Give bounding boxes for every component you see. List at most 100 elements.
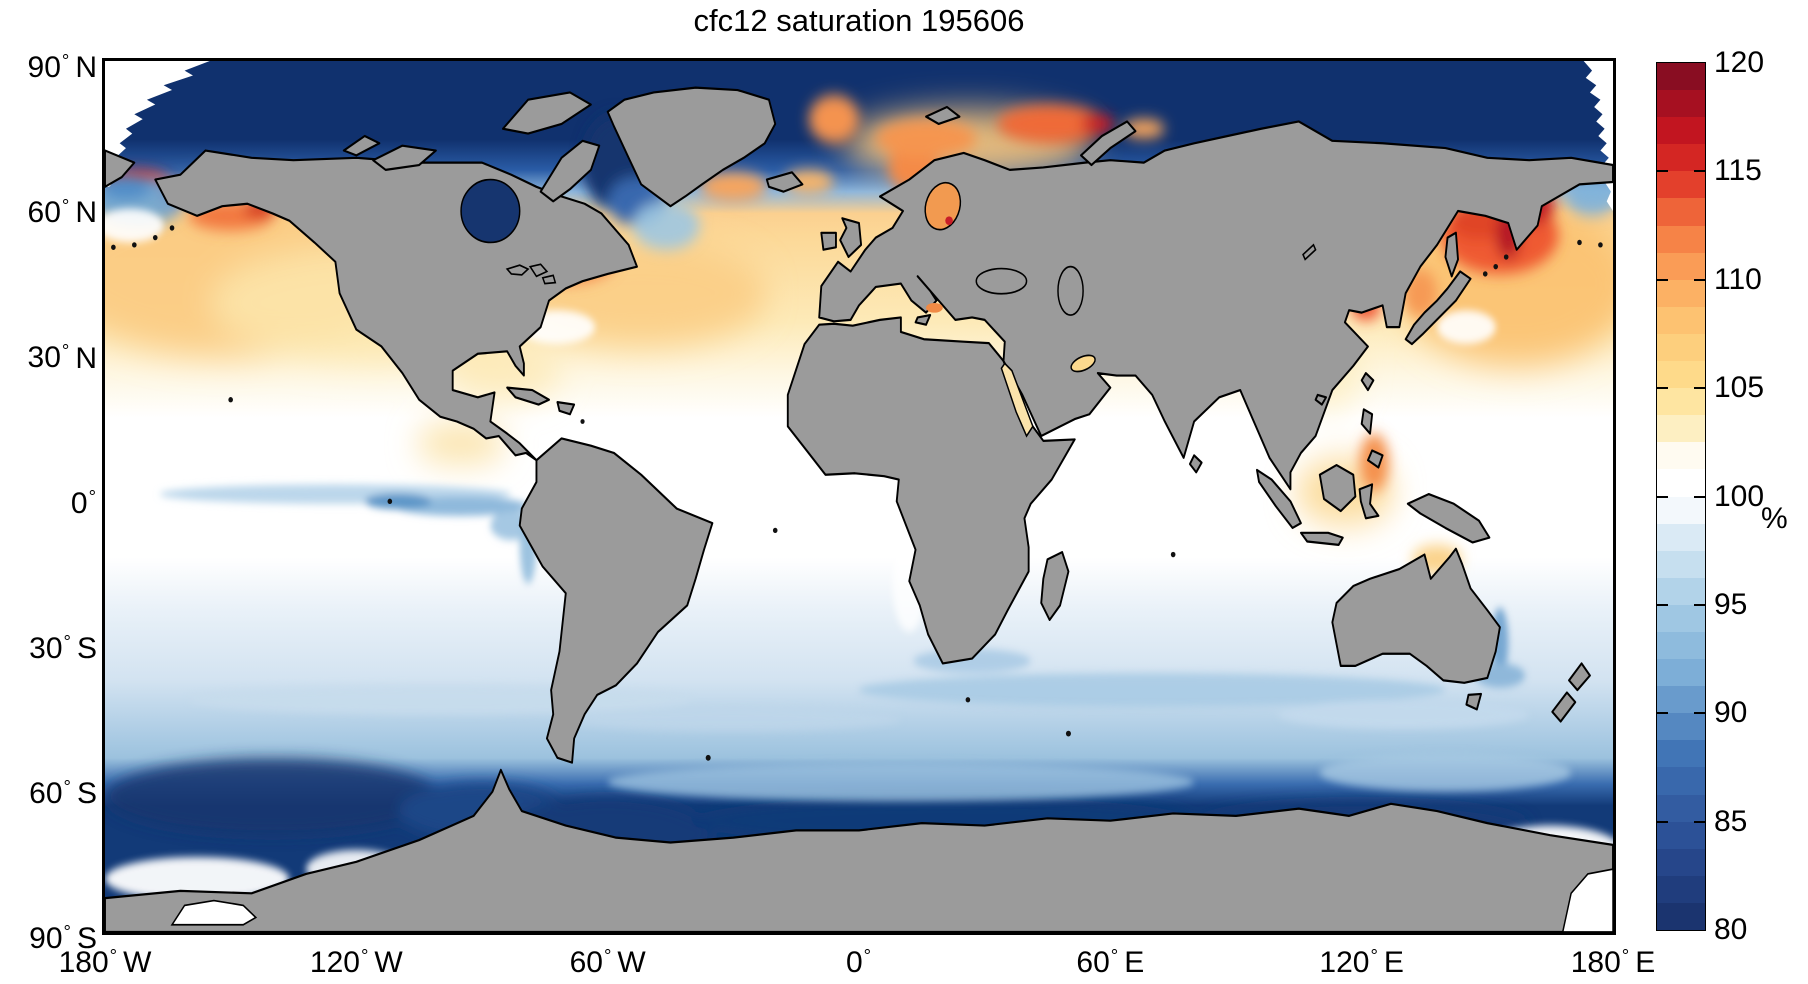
land-hispaniola (556, 401, 576, 416)
land-sakhalin (1444, 231, 1459, 278)
island-dots (111, 225, 1603, 761)
weddell-white-notch (170, 899, 258, 926)
land-tasmania (1465, 692, 1482, 711)
colorbar-tick-mark (1694, 603, 1705, 606)
y-tick-label: 90° S (29, 921, 97, 956)
land-new-guinea (1406, 492, 1491, 544)
colorbar-segment (1657, 306, 1705, 335)
colorbar-tick-label: 85 (1714, 804, 1748, 838)
colorbar-segment (1657, 713, 1705, 741)
land-philippines-mindanao (1367, 449, 1384, 469)
y-tick-label: 0° (70, 485, 96, 520)
colorbar-segment (1657, 144, 1705, 172)
colorbar-tick-label: 120 (1714, 46, 1765, 79)
colorbar-segment (1657, 117, 1705, 145)
colorbar-tick-mark (1694, 170, 1705, 173)
caspian-sea (1057, 265, 1084, 316)
colorbar-segment (1657, 659, 1705, 687)
y-tick-label: 90° N (27, 50, 97, 85)
mediterranean-orange-spot (926, 302, 943, 313)
x-tick-label: 0° (845, 945, 872, 980)
land-borneo (1318, 463, 1357, 513)
polar-nodata-wedges (105, 61, 1613, 212)
colorbar-tick-mark (1657, 170, 1668, 173)
colorbar-segment (1657, 794, 1705, 823)
land-new-zealand-south (1551, 691, 1577, 723)
land-ireland (820, 231, 837, 251)
colorbar-tick-label: 105 (1714, 371, 1765, 405)
plot-title: cfc12 saturation 195606 (693, 3, 1025, 38)
land-uk (839, 217, 863, 259)
colorbar-segment (1657, 198, 1705, 226)
land-novaya-zemlya (1080, 120, 1137, 167)
colorbar-tick-mark (1657, 820, 1668, 823)
colorbar-segment (1657, 902, 1705, 931)
colorbar-tick-mark (1694, 278, 1705, 281)
colorbar-segment (1657, 90, 1705, 118)
colorbar-tick-label: 80 (1714, 913, 1748, 946)
colorbar-tick-mark (1657, 278, 1668, 281)
colorbar-unit-label: % (1761, 502, 1788, 535)
lake-baikal (1302, 243, 1317, 261)
x-tick-label: 180° W (58, 945, 152, 980)
colorbar-tick-mark (1694, 820, 1705, 823)
land-ellesmere-island (502, 91, 592, 135)
land-baffin-island (539, 139, 601, 203)
land-sicily (914, 313, 932, 326)
colorbar-tick-mark (1657, 712, 1668, 715)
colorbar-segment (1657, 875, 1705, 904)
colorbar-segment (1657, 496, 1705, 525)
land-south-america (518, 437, 714, 764)
baltic-red-spot (945, 216, 953, 226)
y-tick-label: 60° S (29, 775, 97, 811)
land-chukotka-sliver (105, 149, 136, 188)
colorbar-tick-label: 100 (1714, 479, 1765, 513)
colorbar-tick-mark (1657, 603, 1668, 606)
colorbar-segment (1657, 523, 1705, 552)
colorbar-tick-label: 95 (1714, 587, 1748, 621)
colorbar-tick-mark (1657, 387, 1668, 390)
x-tick-label: 60° E (1076, 945, 1145, 980)
land-sumatra (1256, 468, 1302, 530)
land-japan (1404, 270, 1472, 346)
land-madagascar (1040, 551, 1070, 621)
x-tick-label: 120° W (309, 945, 403, 980)
hudson-bay (460, 178, 521, 244)
land-eurasia (818, 120, 1613, 491)
colorbar-segment (1657, 225, 1705, 254)
land-sulawesi (1358, 483, 1380, 520)
colorbar-segment (1657, 252, 1705, 281)
colorbar-tick-mark (1694, 495, 1705, 498)
colorbar-segment (1657, 740, 1705, 768)
black-sea (975, 267, 1028, 295)
inland-water-overlays (170, 178, 1613, 932)
colorbar-segment (1657, 171, 1705, 199)
land-masses (105, 86, 1613, 932)
colorbar-segment (1657, 333, 1705, 362)
y-tick-label: 30° S (29, 630, 97, 665)
land-antarctica (105, 768, 1613, 932)
land-taiwan (1360, 372, 1375, 392)
colorbar-segment (1657, 848, 1705, 877)
x-tick-label: 180° E (1570, 945, 1656, 980)
colorbar-segment (1657, 686, 1705, 714)
world-map-canvas (105, 61, 1613, 932)
land-africa (786, 316, 1076, 665)
colorbar-segment (1657, 63, 1705, 91)
colorbar-tick-label: 115 (1714, 154, 1762, 188)
land-svalbard (925, 105, 961, 125)
land-sri-lanka (1188, 454, 1203, 474)
colorbar-segment (1657, 361, 1705, 389)
colorbar-segment (1657, 604, 1705, 633)
land-greenland (606, 86, 777, 208)
land-victoria-island (372, 144, 437, 171)
colorbar-segment (1657, 821, 1705, 850)
colorbar-segment (1657, 577, 1705, 606)
colorbar-tick-mark (1657, 495, 1668, 498)
colorbar-tick-label: 90 (1714, 696, 1748, 730)
land-new-zealand-north (1568, 662, 1591, 692)
colorbar-tick-label: 110 (1714, 262, 1762, 296)
colorbar (1656, 62, 1706, 931)
y-tick-label: 60° N (27, 195, 97, 230)
